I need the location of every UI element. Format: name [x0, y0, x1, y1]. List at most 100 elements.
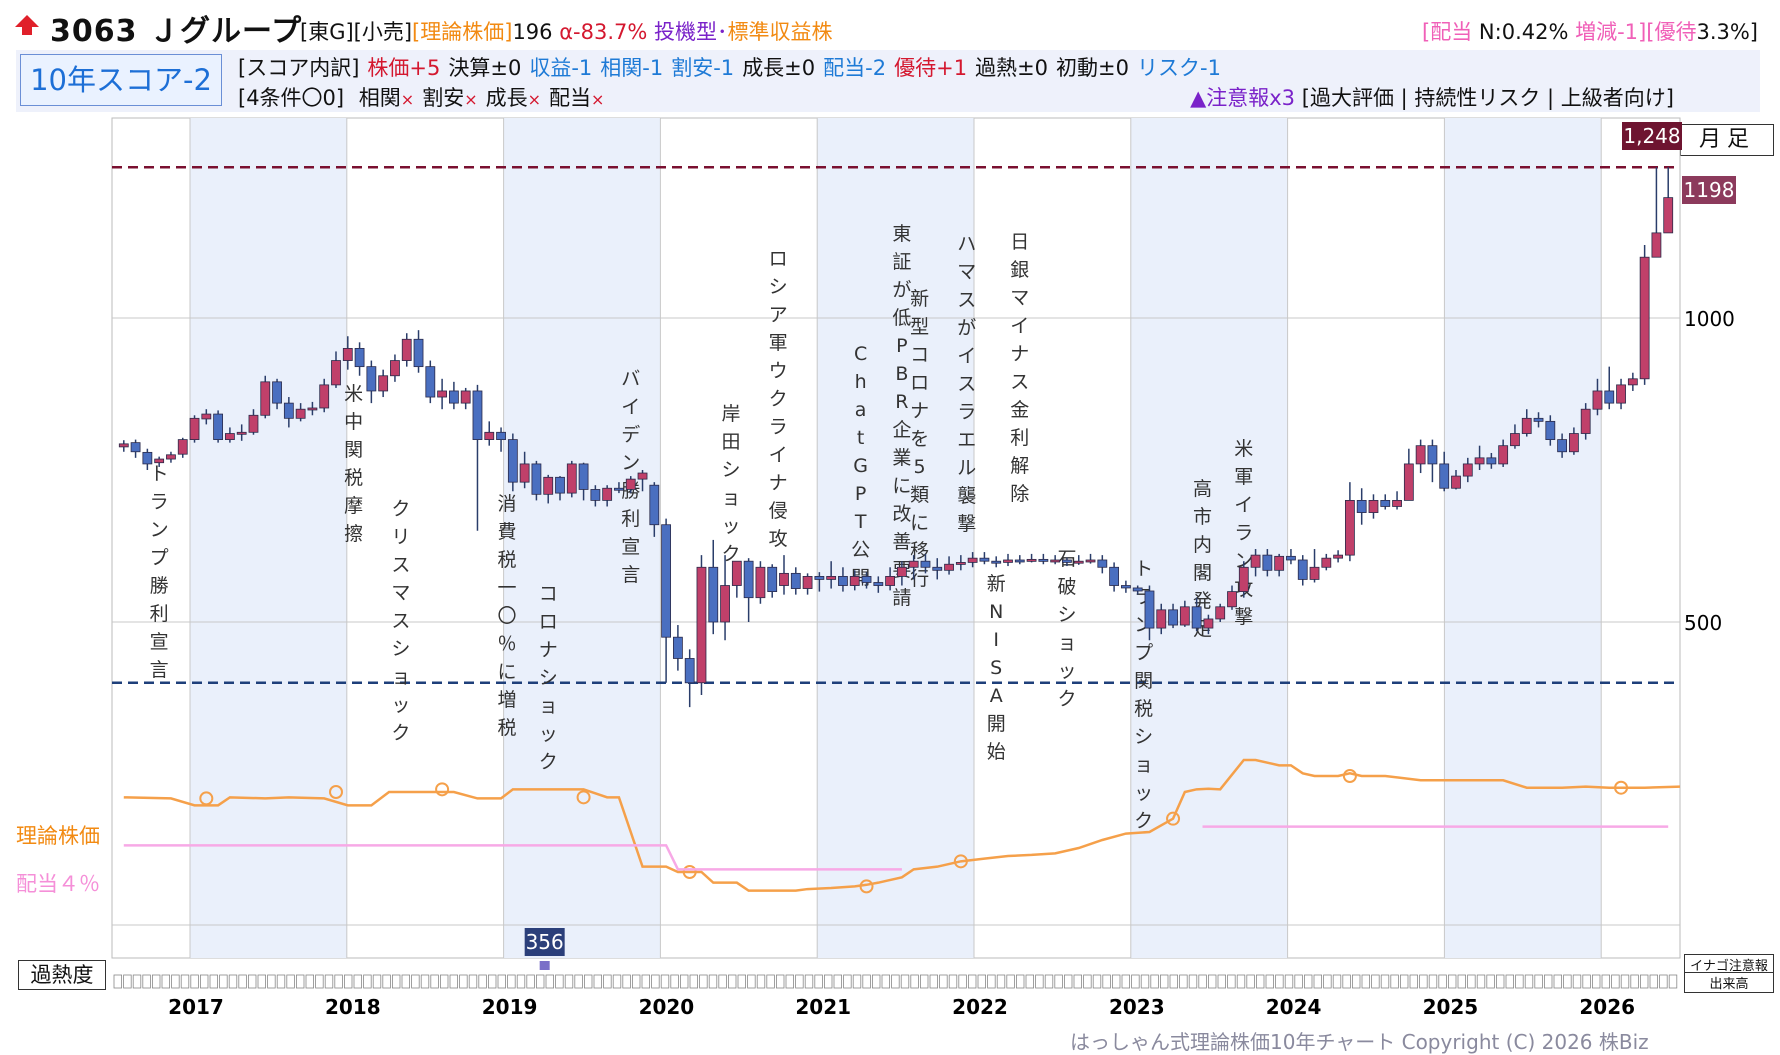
candle-body — [1333, 554, 1344, 559]
score-item: リスク-1 — [1137, 56, 1221, 80]
overheat-cell — [987, 974, 996, 989]
candle-body — [661, 524, 672, 638]
overheat-cell — [180, 974, 190, 989]
event-label: 消費税一〇％に増税 — [497, 493, 516, 739]
theory-marker — [953, 854, 968, 869]
event-label: 石破ショック — [1057, 548, 1076, 710]
overheat-cell — [267, 974, 276, 989]
overheat-cell — [1361, 974, 1370, 989]
candle-body — [1038, 558, 1049, 562]
candle-body — [1639, 256, 1650, 380]
candle-body — [283, 402, 294, 419]
overheat-cell — [161, 974, 170, 989]
candle-body — [767, 566, 778, 593]
x-tick-label: 2018 — [325, 995, 381, 1019]
candle-body — [1498, 445, 1509, 465]
candle-body — [272, 381, 282, 404]
overheat-cell — [1313, 974, 1322, 989]
overheat-cell — [526, 974, 535, 989]
stock-title: 3063 Ｊグループ — [50, 6, 302, 50]
overheat-cell — [1006, 974, 1015, 989]
div-value: N:0.42% — [1478, 20, 1569, 44]
score-breakdown: [スコア内訳] 株価+5 決算±0 収益-1 相関-1 割安-1 成長±0 配当-2 優待+1 過… — [238, 52, 1229, 82]
volume-label: 出来高 — [1684, 972, 1774, 993]
candle-body — [896, 566, 907, 577]
overheat-cell — [1380, 974, 1390, 989]
overheat-cell — [680, 974, 689, 989]
theory-marker — [682, 865, 697, 879]
candle-body — [260, 381, 271, 416]
x-tick-label: 2023 — [1109, 995, 1165, 1019]
overheat-cell — [977, 974, 986, 989]
candle-body — [1521, 417, 1532, 434]
overheat-cell — [324, 974, 334, 989]
overheat-cell — [1668, 974, 1678, 989]
candle-body — [1238, 566, 1249, 593]
candle-body — [189, 417, 200, 441]
candle-body — [779, 572, 789, 586]
candle-body — [1191, 606, 1202, 629]
overheat-cell — [536, 974, 545, 989]
candle-body — [1097, 559, 1108, 568]
candle-body — [1297, 559, 1308, 580]
overheat-cell — [1390, 974, 1399, 989]
div-label: 配当 — [1430, 20, 1473, 44]
event-label: 米中関税摩擦 — [344, 383, 363, 545]
overheat-cell — [1112, 974, 1121, 989]
candle-body — [177, 439, 188, 455]
overheat-cell — [699, 974, 708, 989]
candle-body — [319, 384, 330, 409]
theory-value: 196 — [512, 20, 553, 44]
candle-body — [401, 338, 412, 361]
overheat-cell — [1323, 974, 1332, 989]
candle-body — [142, 451, 153, 465]
market-label: [東G][小売] — [300, 20, 413, 44]
overheat-cell — [881, 974, 890, 989]
overheat-cell — [795, 974, 804, 989]
year-band — [1444, 118, 1602, 958]
overheat-cell — [199, 974, 209, 989]
overheat-cell — [593, 974, 602, 989]
candle-body — [1592, 390, 1603, 410]
candle-body — [932, 566, 943, 571]
candle-body — [507, 439, 518, 483]
overheat-cell — [776, 974, 785, 989]
candle-body — [1356, 499, 1367, 513]
overheat-cell — [1544, 974, 1553, 989]
theory-label: [理論株価] — [412, 20, 513, 44]
candle-body — [731, 560, 742, 586]
overheat-label: 過熱度 — [18, 960, 106, 990]
event-label: ロシア軍ウクライナ侵攻 — [769, 248, 788, 550]
event-label: 日銀マイナス金利解除 — [1010, 231, 1029, 505]
overheat-cell — [459, 974, 468, 989]
candle-body — [496, 431, 506, 440]
overheat-cell — [507, 974, 516, 989]
overheat-cell — [603, 974, 612, 989]
overheat-cell — [1448, 974, 1457, 989]
overheat-cell — [1611, 974, 1620, 989]
overheat-cell — [411, 974, 420, 989]
candles — [118, 167, 1674, 708]
candle-body — [1003, 559, 1013, 563]
overheat-cell — [1284, 974, 1294, 989]
overheat-cell — [622, 974, 631, 989]
overheat-cell — [728, 974, 737, 989]
overheat-cell — [151, 974, 161, 989]
bracket-mid: ][ — [1638, 20, 1655, 44]
overheat-cell — [171, 974, 180, 989]
overheat-cell — [1467, 974, 1476, 989]
overheat-cell — [391, 974, 401, 989]
overheat-cell — [247, 974, 257, 989]
condition-item: 配当× — [549, 86, 605, 110]
score-badge: 10年スコア-2 — [20, 54, 222, 106]
candle-body — [1403, 463, 1414, 501]
axes: 500 1000 1,248 1198 2017 2018 2019 2020 2021 2022… — [168, 122, 1736, 1019]
overheat-cell — [1083, 974, 1092, 989]
candle-body — [885, 576, 896, 586]
overheat-cell — [584, 974, 593, 989]
candle-body — [1380, 499, 1391, 507]
overheat-cell — [1342, 974, 1351, 989]
candle-body — [802, 576, 813, 589]
overheat-cell — [1352, 974, 1361, 989]
